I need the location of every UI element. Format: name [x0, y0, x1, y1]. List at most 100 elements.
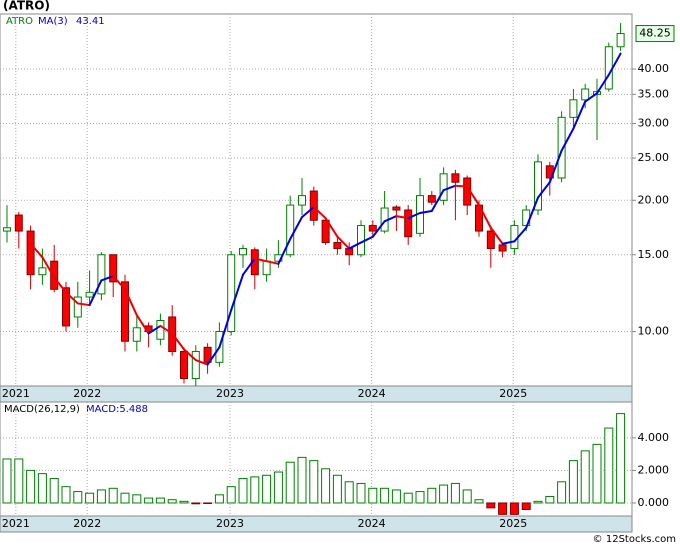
candle-body — [534, 161, 542, 211]
ma-segment — [371, 220, 386, 238]
x-tick-label: 2022 — [73, 387, 101, 400]
ma-segment — [324, 217, 339, 238]
macd-bar — [49, 478, 59, 504]
candle-body — [227, 254, 236, 333]
ma-segment — [548, 149, 563, 184]
candle-body — [73, 296, 82, 318]
y-tick-label: 30.00 — [638, 117, 670, 130]
macd-bar — [37, 473, 47, 504]
candle-body — [239, 248, 247, 256]
candle-body — [298, 195, 306, 206]
ma-segment — [253, 257, 268, 263]
macd-bar — [368, 487, 378, 504]
macd-bar — [580, 450, 590, 504]
x-tick-label: 2021 — [2, 517, 30, 530]
y-tick-label: 2.000 — [638, 463, 670, 476]
ma-segment — [537, 181, 551, 199]
macd-bar — [120, 492, 130, 504]
candle-body — [109, 254, 118, 283]
y-tick-label: 25.00 — [638, 151, 670, 164]
legend-ticker: ATRO — [6, 16, 33, 27]
macd-bar — [415, 491, 425, 504]
macd-bar — [226, 486, 236, 504]
candle-body — [321, 219, 330, 244]
macd-bar — [344, 481, 354, 504]
macd-bar — [297, 456, 307, 504]
price-badge-label: 48.25 — [639, 27, 671, 40]
macd-bar — [592, 443, 602, 504]
candle-body — [604, 46, 613, 90]
candle-body — [3, 227, 11, 232]
candle-body — [203, 346, 212, 363]
macd-bar — [238, 478, 248, 504]
macd-title: MACD(26,12,9) — [4, 404, 80, 415]
macd-bar — [450, 482, 460, 504]
macd-bar — [509, 502, 519, 515]
ma-segment — [560, 127, 575, 152]
x-tick-label: 2022 — [73, 517, 101, 530]
macd-bar — [262, 474, 272, 504]
candle-body — [616, 33, 625, 48]
candle-body — [333, 242, 342, 250]
ma-segment — [41, 256, 56, 279]
macd-bar — [486, 502, 496, 509]
candle-body — [557, 116, 566, 179]
x-tick-label: 2025 — [499, 517, 527, 530]
ma-segment — [336, 235, 351, 250]
candle-body — [38, 267, 47, 276]
y-tick-label: 20.00 — [638, 193, 670, 206]
macd-bar — [616, 413, 626, 504]
x-tick-label: 2023 — [216, 517, 244, 530]
macd-bar — [474, 499, 484, 504]
ma-segment — [478, 204, 492, 229]
candle-body — [404, 209, 413, 238]
macd-bar — [26, 469, 36, 504]
ma-segment — [525, 196, 539, 229]
candle-body — [14, 214, 23, 232]
ma-segment — [289, 216, 303, 241]
legend-ma-value: 43.41 — [76, 16, 105, 27]
candle-body — [439, 173, 448, 201]
ma-segment — [312, 206, 327, 220]
x-tick-label: 2023 — [216, 387, 244, 400]
ma-segment — [513, 226, 528, 243]
macd-bar — [214, 494, 224, 504]
macd-bar — [179, 500, 189, 504]
ma-segment — [584, 92, 598, 103]
macd-bar — [108, 487, 118, 504]
ma-segment — [383, 215, 398, 223]
macd-bar — [462, 489, 472, 504]
macd-bar — [14, 458, 24, 504]
chart-title: (ATRO) — [3, 0, 50, 13]
ma-segment — [419, 210, 433, 215]
candle-body — [50, 260, 59, 290]
macd-bar — [61, 486, 71, 504]
candle-body — [85, 291, 94, 298]
ma-segment — [194, 359, 209, 366]
ma-segment — [112, 275, 126, 291]
macd-bar — [332, 474, 342, 504]
legend-ma: MA(3) — [38, 16, 68, 27]
candle-body — [132, 327, 141, 342]
candle-body — [286, 204, 295, 256]
ma-segment — [489, 226, 504, 245]
macd-bar — [167, 499, 177, 504]
ma-segment — [395, 215, 410, 220]
footer: © 12Stocks.com — [593, 534, 676, 545]
ma-segment — [242, 257, 256, 276]
macd-bar — [545, 495, 555, 504]
ma-segment — [76, 302, 91, 307]
macd-bar — [2, 458, 12, 504]
macd-bar — [73, 491, 83, 504]
macd-bar — [273, 471, 283, 504]
macd-bar — [96, 489, 106, 504]
macd-bar — [427, 487, 437, 504]
candle-body — [97, 254, 106, 295]
candle-body — [392, 206, 401, 211]
y-tick-label: 15.00 — [638, 248, 670, 261]
macd-bar — [568, 460, 578, 504]
candle-body — [357, 225, 365, 256]
macd-bar — [356, 482, 366, 504]
